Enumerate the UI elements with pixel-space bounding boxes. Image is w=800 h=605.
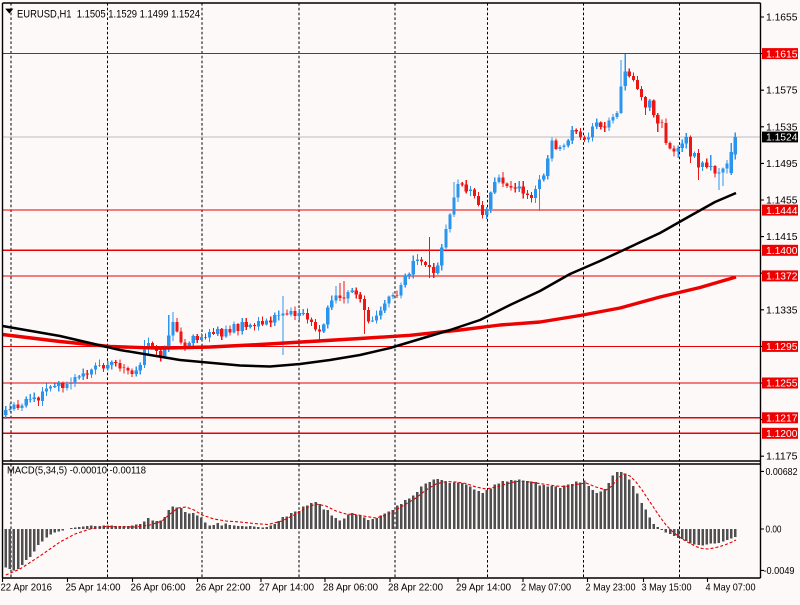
svg-text:1.1295: 1.1295 bbox=[766, 342, 798, 353]
svg-text:2 May 07:00: 2 May 07:00 bbox=[521, 583, 571, 594]
svg-text:0.00682: 0.00682 bbox=[766, 467, 798, 478]
svg-text:1.1615: 1.1615 bbox=[766, 49, 798, 60]
svg-text:1.1655: 1.1655 bbox=[766, 13, 798, 24]
svg-text:26 Apr 06:00: 26 Apr 06:00 bbox=[131, 583, 186, 594]
svg-text:1.1335: 1.1335 bbox=[766, 305, 798, 316]
svg-text:EURUSD,H1 1.1505 1.1529 1.149: EURUSD,H1 1.1505 1.1529 1.1499 1.1524 bbox=[17, 8, 200, 20]
svg-text:27 Apr 14:00: 27 Apr 14:00 bbox=[259, 583, 314, 594]
svg-text:1.1217: 1.1217 bbox=[766, 414, 798, 425]
svg-text:3 May 15:00: 3 May 15:00 bbox=[642, 583, 692, 594]
svg-text:26 Apr 22:00: 26 Apr 22:00 bbox=[196, 583, 251, 594]
svg-text:1.1175: 1.1175 bbox=[766, 452, 798, 463]
svg-text:1.1535: 1.1535 bbox=[766, 122, 798, 133]
svg-text:22 Apr 2016: 22 Apr 2016 bbox=[1, 583, 53, 594]
svg-text:1.1495: 1.1495 bbox=[766, 159, 798, 170]
svg-text:1.1444: 1.1444 bbox=[766, 206, 798, 217]
svg-text:1.1255: 1.1255 bbox=[766, 379, 798, 390]
svg-text:0.00: 0.00 bbox=[766, 525, 782, 536]
svg-text:1.1455: 1.1455 bbox=[766, 196, 798, 207]
svg-text:29 Apr 14:00: 29 Apr 14:00 bbox=[456, 583, 511, 594]
svg-text:1.1400: 1.1400 bbox=[766, 246, 798, 257]
svg-text:28 Apr 06:00: 28 Apr 06:00 bbox=[323, 583, 378, 594]
svg-text:25 Apr 14:00: 25 Apr 14:00 bbox=[66, 583, 121, 594]
svg-text:1.1415: 1.1415 bbox=[766, 232, 798, 243]
svg-text:4 May 07:00: 4 May 07:00 bbox=[706, 583, 756, 594]
svg-text:1.1575: 1.1575 bbox=[766, 86, 798, 97]
svg-text:2 May 23:00: 2 May 23:00 bbox=[586, 583, 636, 594]
svg-text:-0.0049: -0.0049 bbox=[764, 566, 795, 577]
svg-text:1.1524: 1.1524 bbox=[766, 133, 798, 144]
svg-text:1.1200: 1.1200 bbox=[766, 429, 798, 440]
svg-text:1.1372: 1.1372 bbox=[766, 272, 798, 283]
svg-text:28 Apr 22:00: 28 Apr 22:00 bbox=[388, 583, 443, 594]
svg-text:MACD(5,34,5) -0.00010 -0.00118: MACD(5,34,5) -0.00010 -0.00118 bbox=[7, 466, 146, 477]
